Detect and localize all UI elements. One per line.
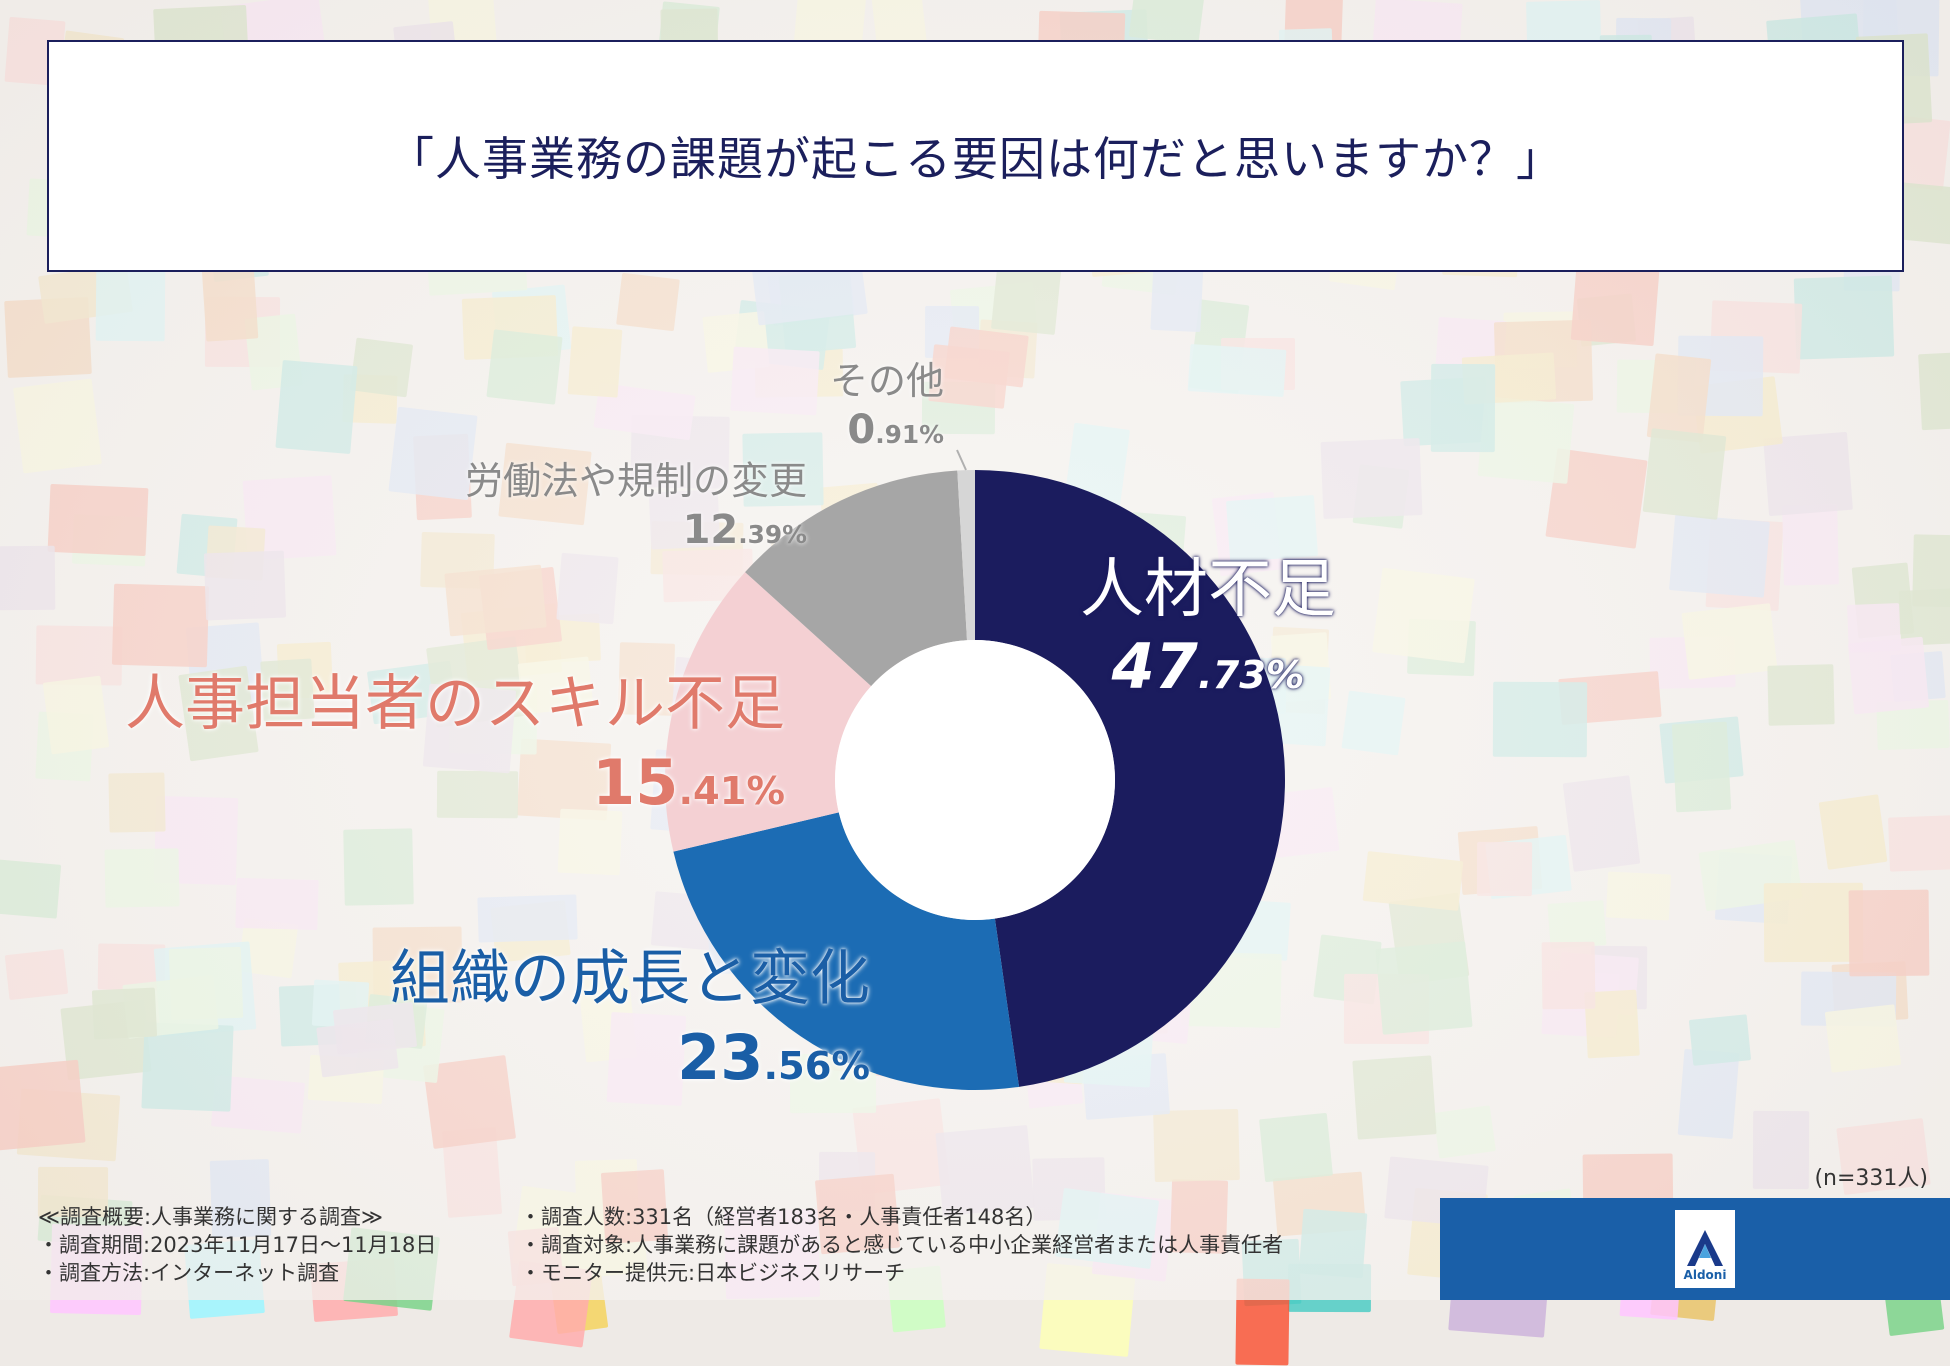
percent-dec: .73% <box>1197 653 1305 698</box>
label-name: 人事担当者のスキル不足 <box>125 669 785 739</box>
sample-size-note: (n=331人) <box>1814 1166 1928 1191</box>
company-logo: Aldoni <box>1675 1210 1735 1288</box>
donut-slice-0 <box>975 470 1285 1087</box>
donut-slice-3 <box>745 470 967 687</box>
footer-survey-details: ・調査人数:331名（経営者183名・人事責任者148名） ・調査対象:人事業務… <box>520 1203 1283 1287</box>
label-percent: 23.56% <box>390 1021 870 1094</box>
label-percent: 0.91% <box>830 407 944 453</box>
footer-line: ・調査期間:2023年11月17日〜11月18日 <box>38 1233 437 1257</box>
logo-text: Aldoni <box>1683 1268 1727 1282</box>
footer-line: ・モニター提供元:日本ビジネスリサーチ <box>520 1261 906 1285</box>
donut-slice-2 <box>665 572 872 852</box>
label-jinzai-busoku: 人材不足 47.73% <box>1080 538 1336 703</box>
logo-mark-icon <box>1687 1230 1723 1266</box>
donut-chart <box>665 449 1285 1090</box>
label-soshiki-seicho: 組織の成長と変化 23.56% <box>390 930 870 1094</box>
donut-hole <box>835 640 1115 920</box>
label-percent: 47.73% <box>1080 630 1336 703</box>
percent-dec: .56% <box>763 1044 870 1089</box>
label-rodoho: 労働法や規制の変更 12.39% <box>465 450 807 553</box>
label-sonota: その他 0.91% <box>830 350 944 453</box>
label-name: 人材不足 <box>1080 553 1336 627</box>
label-name: その他 <box>830 359 945 403</box>
footer-line: ≪調査概要:人事業務に関する調査≫ <box>38 1205 384 1229</box>
footer-line: ・調査方法:インターネット調査 <box>38 1261 340 1285</box>
label-skill-busoku: 人事担当者のスキル不足 15.41% <box>125 655 785 819</box>
percent-int: 0 <box>847 407 876 453</box>
percent-int: 15 <box>592 746 679 819</box>
percent-int: 23 <box>677 1021 764 1094</box>
footer-line: ・調査人数:331名（経営者183名・人事責任者148名） <box>520 1205 1047 1229</box>
donut-slice-1 <box>673 812 1020 1090</box>
percent-dec: .91% <box>875 420 945 449</box>
footer-survey-summary: ≪調査概要:人事業務に関する調査≫ ・調査期間:2023年11月17日〜11月1… <box>38 1203 436 1287</box>
label-name: 労働法や規制の変更 <box>465 459 808 503</box>
footer-line: ・調査対象:人事業務に課題があると感じている中小企業経営者または人事責任者 <box>520 1233 1284 1257</box>
percent-int: 47 <box>1111 630 1198 703</box>
chart-title: 「人事業務の課題が起こる要因は何だと思いますか？」 <box>388 132 1563 186</box>
title-box: 「人事業務の課題が起こる要因は何だと思いますか？」 <box>47 40 1904 272</box>
label-percent: 15.41% <box>125 746 785 819</box>
leader-line <box>956 449 967 471</box>
percent-dec: .39% <box>738 520 808 549</box>
percent-int: 12 <box>682 507 739 553</box>
label-name: 組織の成長と変化 <box>390 944 870 1014</box>
percent-dec: .41% <box>678 769 785 814</box>
donut-slice-4 <box>957 470 975 641</box>
label-percent: 12.39% <box>465 507 807 553</box>
